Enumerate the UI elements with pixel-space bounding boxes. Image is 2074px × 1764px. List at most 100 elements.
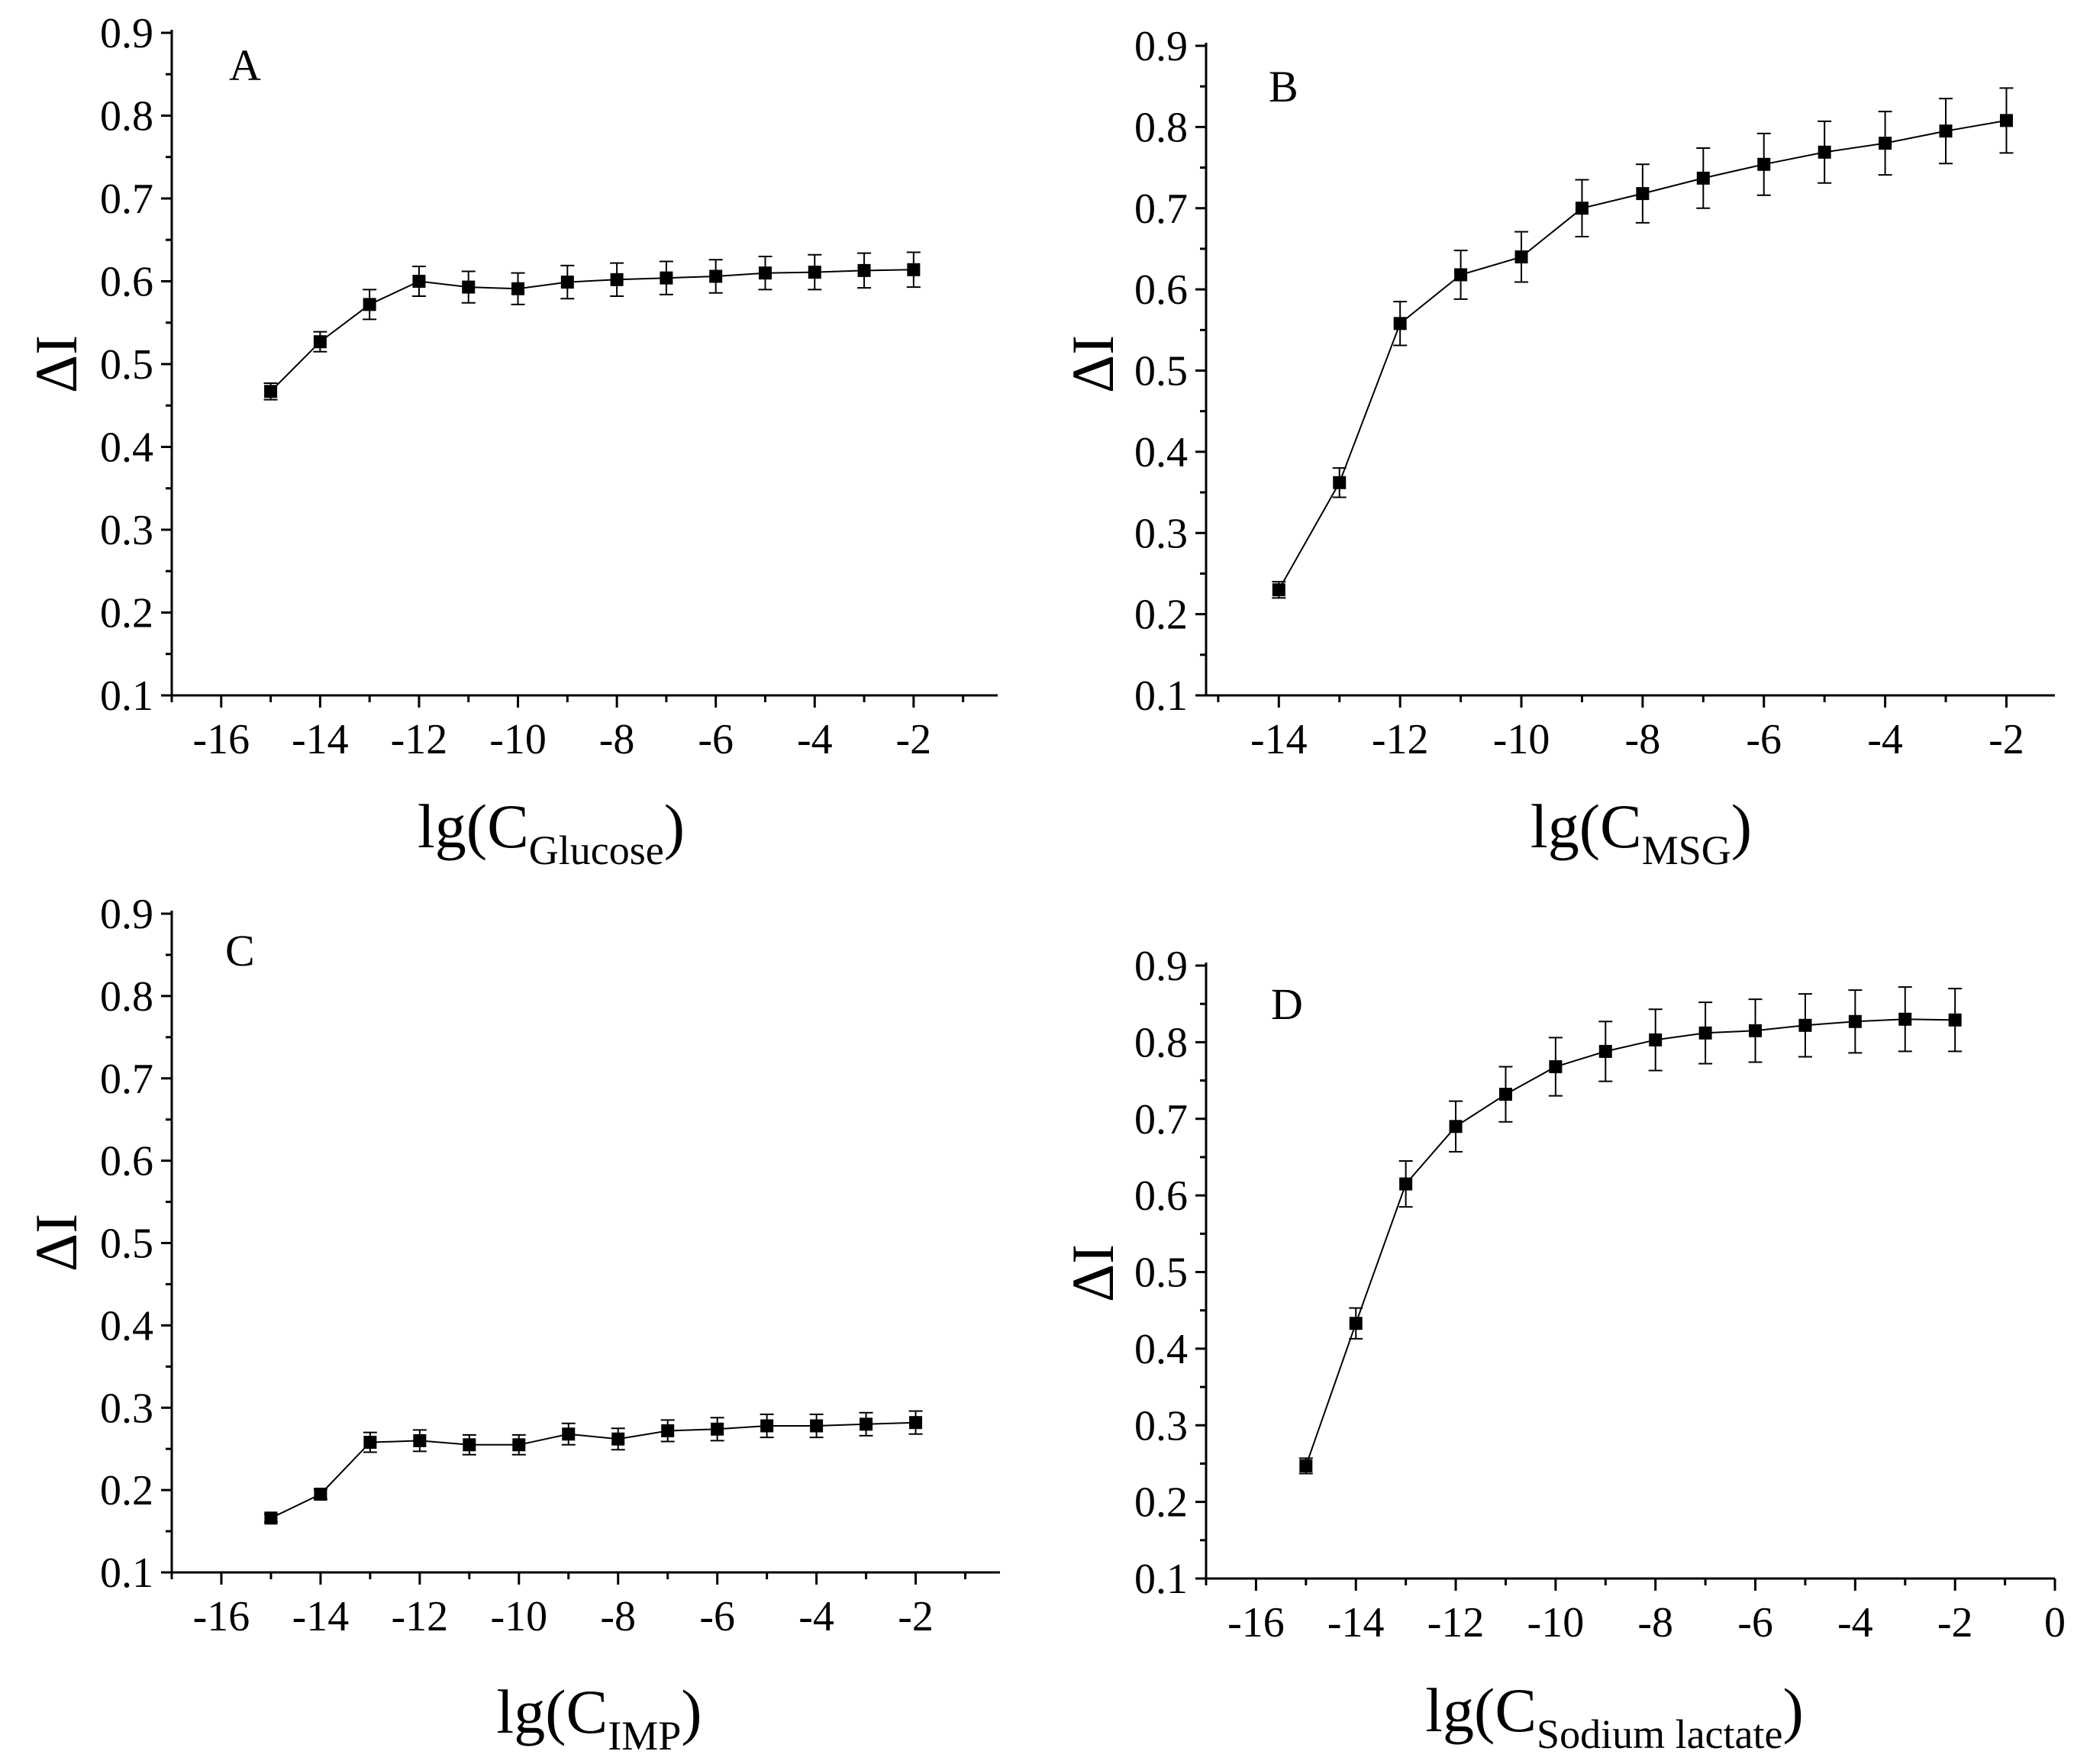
y-tick-label: 0.3 (1134, 510, 1188, 557)
data-point (808, 266, 821, 279)
data-point (313, 335, 327, 349)
chart-panel-b: 0.1 0.2 0.3 0.4 0.5 0.6 0.7 0.8 0.9 -14 -12 -10 -8 -6… (1060, 23, 2055, 873)
data-point (907, 263, 921, 276)
y-tick-label: 0.5 (1134, 1250, 1188, 1297)
y-tick-label: 0.9 (1134, 23, 1188, 70)
data-point (909, 1416, 923, 1430)
y-tick-label: 0.9 (100, 891, 153, 938)
data-point (1948, 1013, 1962, 1027)
data-point (1514, 250, 1528, 264)
x-axis-label-subscript: Glucose (529, 827, 664, 873)
x-tick-label: -12 (391, 716, 448, 763)
data-point (1449, 1120, 1463, 1134)
data-point (1649, 1033, 1663, 1046)
data-point (610, 273, 624, 286)
y-tick-label: 0.5 (1134, 348, 1188, 395)
y-tick-label: 0.7 (100, 1056, 153, 1103)
data-point (363, 298, 376, 311)
x-tick-label: -16 (192, 716, 250, 763)
data-point (1848, 1014, 1862, 1028)
y-tick-label: 0.2 (100, 590, 153, 637)
x-tick-label: -4 (797, 716, 833, 763)
y-tick-label: 0.9 (100, 10, 153, 57)
x-tick-label: -6 (1746, 716, 1782, 763)
y-axis-label: ΔI (1060, 335, 1126, 393)
data-point (1698, 1026, 1712, 1040)
y-tick-label: 0.7 (1134, 1096, 1188, 1143)
x-tick-label: 0 (2044, 1599, 2066, 1646)
y-tick-label: 0.2 (1134, 1479, 1188, 1527)
y-tick-label: 0.4 (100, 1302, 153, 1350)
data-point (857, 263, 871, 277)
y-tick-label: 0.8 (100, 973, 153, 1021)
data-point (1999, 114, 2013, 127)
x-axis-label-subscript: Sodium lactate (1537, 1711, 1782, 1757)
y-tick-label: 0.7 (100, 176, 153, 223)
data-point (413, 1433, 427, 1447)
x-tick-label: -2 (1989, 716, 2024, 763)
data-point (1349, 1317, 1363, 1330)
data-point (1636, 187, 1650, 201)
x-tick-label: -6 (698, 716, 734, 763)
data-point (1598, 1044, 1612, 1058)
y-axis-label: ΔI (23, 1214, 89, 1272)
x-tick-label: -10 (490, 1593, 547, 1640)
x-tick-label: -12 (392, 1593, 449, 1640)
data-point (810, 1419, 824, 1433)
data-point (560, 276, 574, 289)
x-axis-label: lg(CIMP) (496, 1677, 702, 1759)
data-point (1399, 1177, 1413, 1191)
data-point (1757, 157, 1771, 171)
x-axis-label-close-paren: ) (664, 792, 685, 861)
x-tick-label: -14 (1250, 716, 1308, 763)
y-tick-label: 0.8 (1134, 104, 1188, 151)
x-tick-label: -8 (600, 1593, 636, 1640)
panel-label: B (1269, 62, 1298, 111)
y-tick-label: 0.1 (100, 1550, 153, 1597)
x-tick-label: -4 (1837, 1599, 1873, 1646)
y-axis-label: ΔI (23, 335, 89, 393)
x-axis-label-open-paren: ( (466, 792, 487, 861)
y-tick-label: 0.6 (100, 1138, 153, 1185)
x-axis-label-open-paren: ( (1474, 1675, 1495, 1745)
x-axis-label-close-paren: ) (681, 1677, 702, 1746)
x-tick-label: -14 (1327, 1599, 1385, 1646)
data-point (661, 1424, 675, 1437)
data-point (1299, 1459, 1313, 1472)
y-tick-label: 0.8 (1134, 1019, 1188, 1066)
x-axis-label-subscript: IMP (608, 1713, 681, 1759)
data-point (1393, 317, 1407, 331)
data-point (1939, 124, 1953, 138)
x-axis-label-var: C (487, 792, 529, 861)
x-tick-label: -2 (1937, 1599, 1973, 1646)
data-point (1879, 137, 1892, 150)
x-tick-label: -4 (1867, 716, 1903, 763)
x-tick-label: -4 (798, 1593, 834, 1640)
y-tick-label: 0.1 (1134, 1556, 1188, 1603)
x-axis-label: lg(CMSG) (1531, 792, 1752, 873)
data-point (511, 282, 525, 295)
y-tick-label: 0.5 (100, 341, 153, 389)
y-tick-label: 0.6 (1134, 1172, 1188, 1220)
x-tick-label: -8 (599, 716, 635, 763)
x-tick-label: -16 (1227, 1599, 1285, 1646)
panel-label: C (225, 926, 255, 976)
x-tick-label: -6 (699, 1593, 735, 1640)
panel-label: D (1271, 979, 1303, 1029)
data-point (1696, 171, 1710, 185)
data-point (711, 1422, 724, 1436)
data-point (314, 1488, 327, 1501)
x-axis-label-prefix: lg (496, 1677, 545, 1746)
y-tick-label: 0.1 (100, 672, 153, 720)
chart-panel-d: 0.1 0.2 0.3 0.4 0.5 0.6 0.7 0.8 0.9 -16 -14 -12 -10 -… (1060, 943, 2066, 1757)
y-tick-label: 0.8 (100, 93, 153, 140)
x-tick-label: -8 (1637, 1599, 1673, 1646)
x-axis-label-close-paren: ) (1731, 792, 1752, 861)
data-point (1898, 1012, 1912, 1026)
x-axis-label-prefix: lg (1425, 1675, 1474, 1745)
y-axis-label: ΔI (1060, 1244, 1126, 1302)
series-line (269, 269, 914, 392)
x-axis-label-subscript: MSG (1642, 827, 1731, 873)
data-point (512, 1438, 526, 1452)
